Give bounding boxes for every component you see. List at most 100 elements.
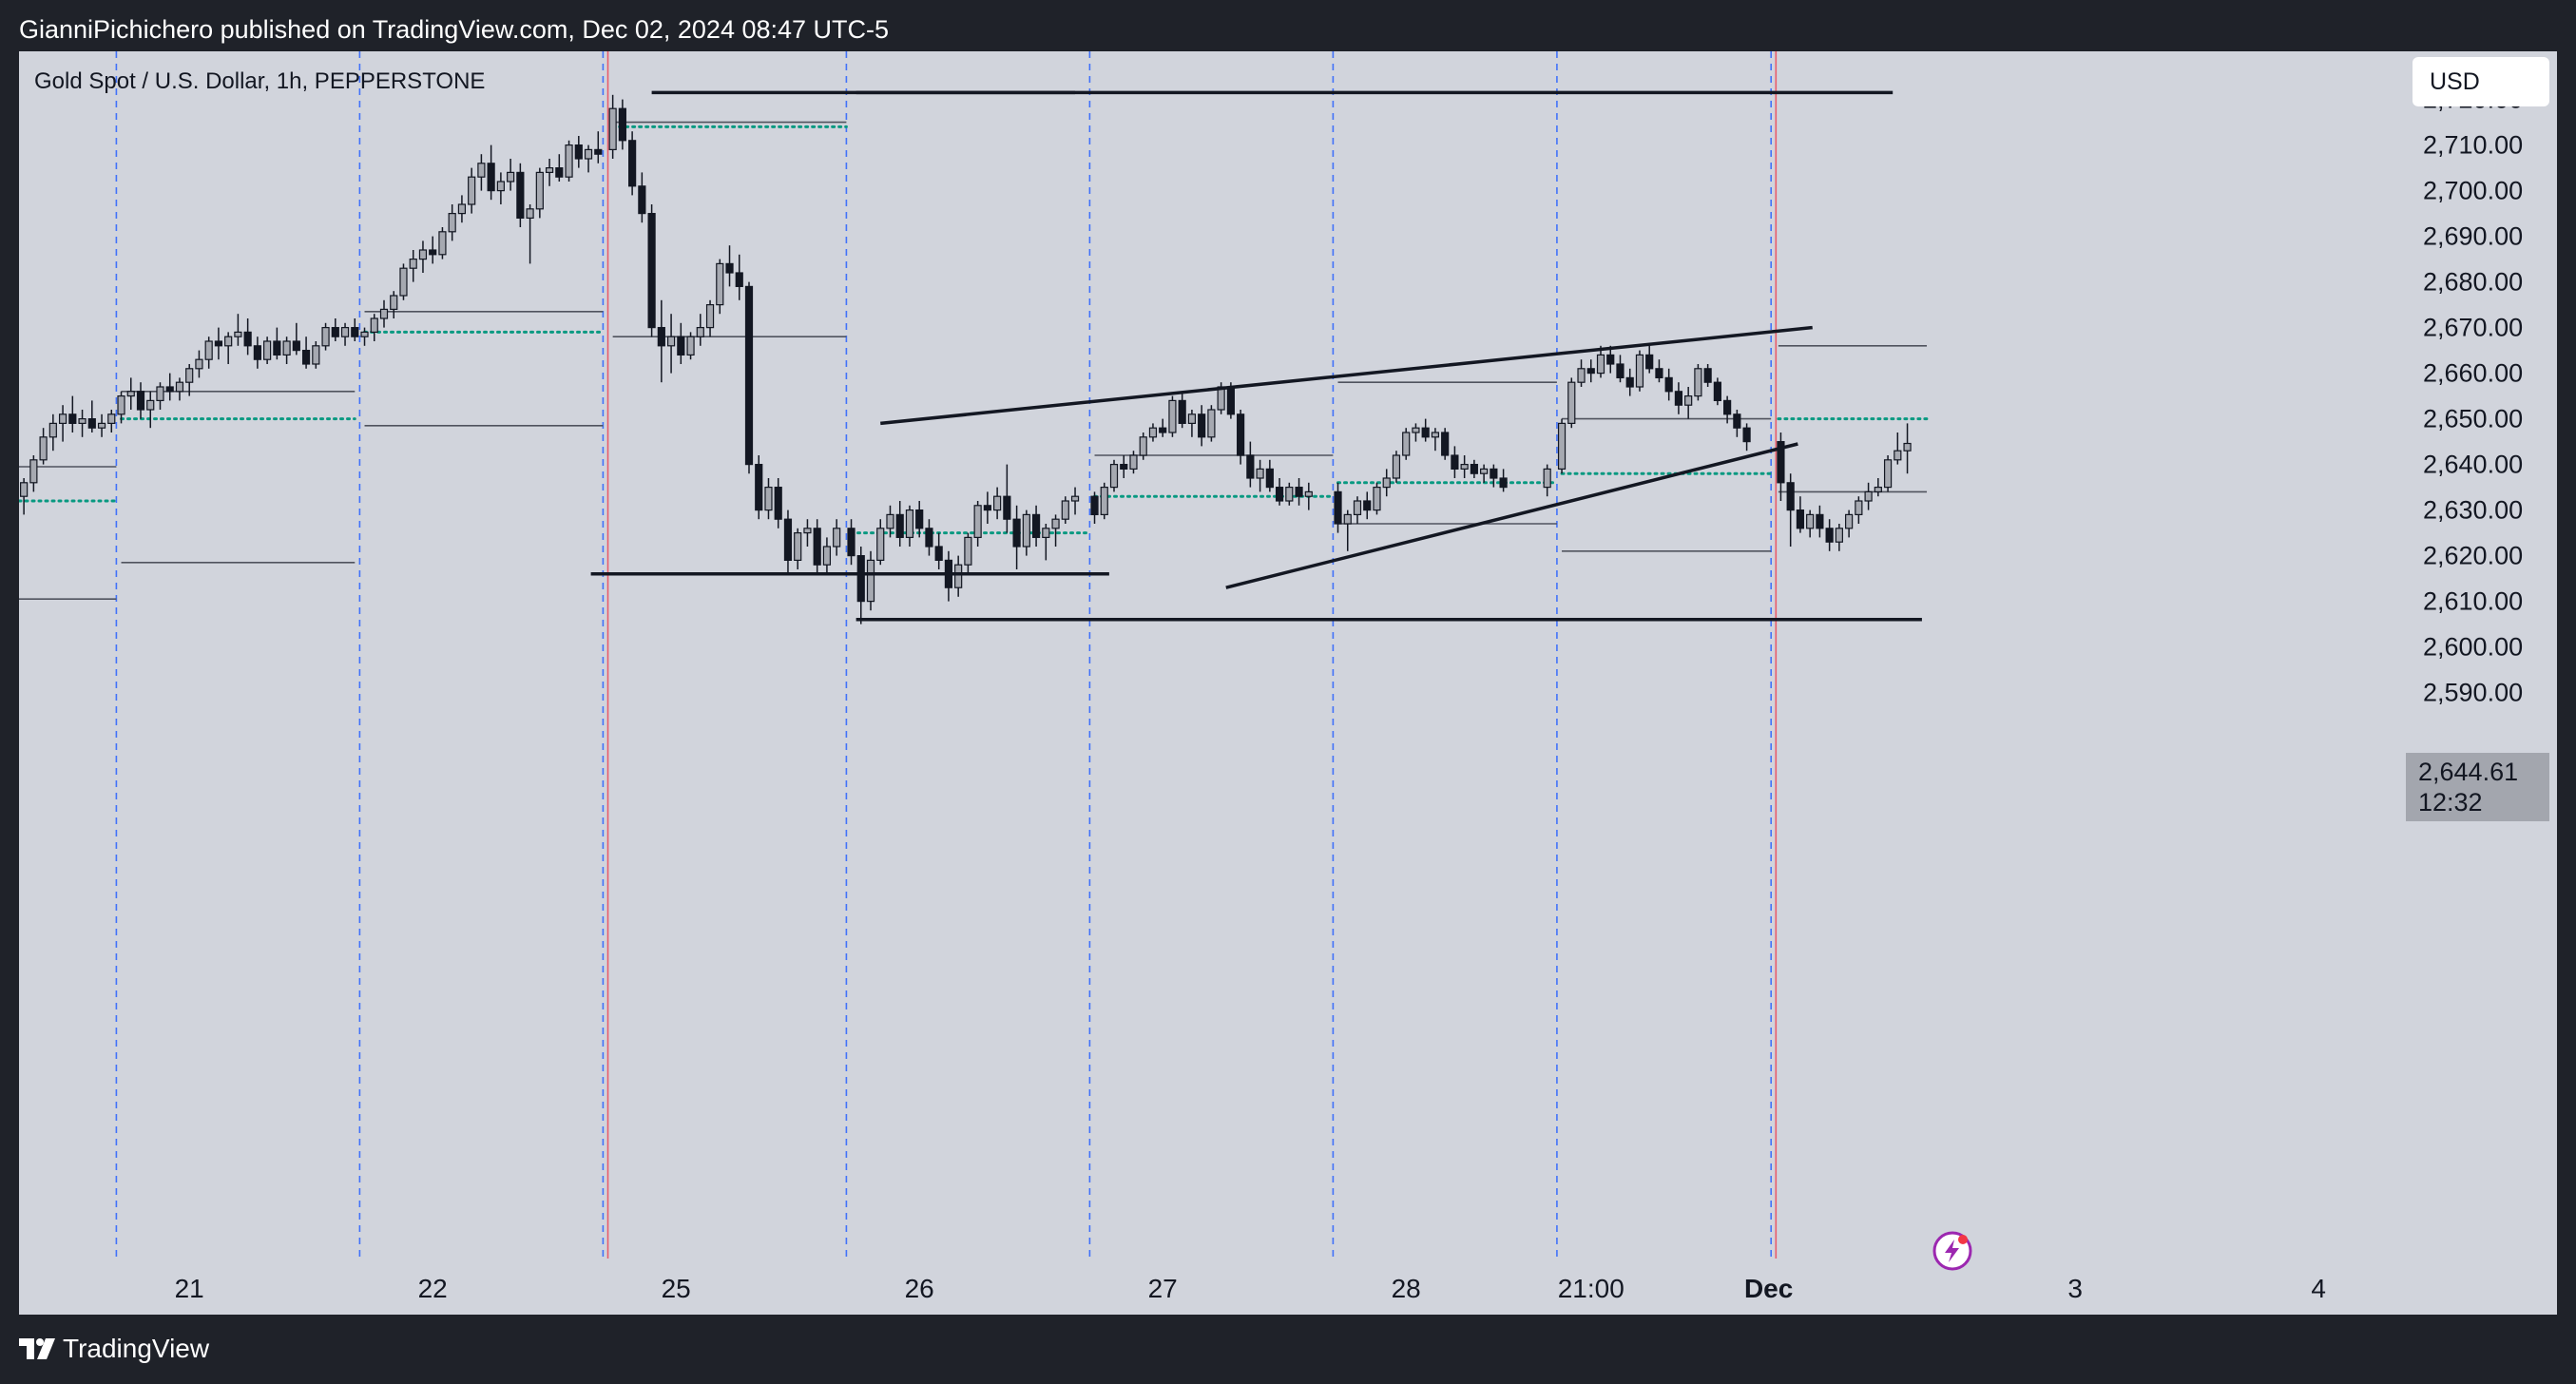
candle-body bbox=[1120, 464, 1128, 471]
candle bbox=[1806, 509, 1815, 538]
current-price-value: 2,644.61 bbox=[2418, 758, 2518, 786]
candle bbox=[1684, 387, 1693, 419]
candle-body bbox=[1742, 427, 1751, 443]
candle-body bbox=[321, 327, 330, 347]
chart-canvas[interactable]: 2,720.002,710.002,700.002,690.002,680.00… bbox=[19, 51, 2557, 1315]
current-price-label: 2,644.61 12:32 bbox=[2406, 753, 2549, 821]
candle bbox=[1596, 345, 1605, 378]
replay-bolt-icon[interactable] bbox=[1932, 1231, 1972, 1271]
candle bbox=[29, 455, 38, 492]
candle bbox=[813, 519, 821, 574]
candle-body bbox=[243, 331, 252, 347]
candle-body bbox=[29, 459, 38, 484]
candle bbox=[1616, 355, 1624, 383]
pivot-levels bbox=[19, 125, 1929, 535]
candle bbox=[1187, 410, 1197, 437]
time-tick-label: 27 bbox=[1148, 1274, 1178, 1303]
bar-countdown: 12:32 bbox=[2418, 788, 2483, 817]
candle-body bbox=[983, 505, 991, 511]
candle bbox=[905, 505, 914, 547]
candle-body bbox=[1256, 468, 1264, 479]
candle bbox=[1835, 524, 1843, 551]
candle bbox=[1402, 428, 1411, 460]
candle-body bbox=[146, 399, 155, 411]
candle-body bbox=[1806, 513, 1815, 529]
candle bbox=[973, 501, 982, 547]
candle bbox=[876, 519, 885, 566]
candles bbox=[20, 94, 1912, 625]
candle-body bbox=[545, 166, 554, 173]
candle bbox=[716, 259, 724, 315]
candle bbox=[1777, 432, 1785, 501]
candle-body bbox=[487, 163, 495, 192]
candle bbox=[993, 487, 1002, 520]
candle-body bbox=[136, 391, 145, 411]
candle bbox=[1090, 491, 1099, 524]
candle-body bbox=[58, 413, 67, 424]
candle bbox=[1786, 473, 1795, 547]
candle bbox=[666, 314, 676, 374]
candle bbox=[1285, 482, 1294, 506]
candle bbox=[1168, 395, 1177, 437]
candle-body bbox=[1139, 436, 1147, 456]
candle-body bbox=[555, 166, 564, 178]
candle-body bbox=[234, 331, 242, 337]
candle bbox=[1499, 469, 1508, 492]
candle bbox=[185, 364, 194, 396]
candle bbox=[360, 327, 369, 346]
candle-body bbox=[301, 350, 311, 365]
candle-body bbox=[68, 413, 77, 424]
candle bbox=[847, 519, 855, 566]
candle bbox=[312, 341, 320, 369]
candle bbox=[214, 327, 223, 360]
candle bbox=[618, 99, 626, 150]
price-axis[interactable]: 2,720.002,710.002,700.002,690.002,680.00… bbox=[2423, 86, 2523, 707]
candle-body bbox=[1070, 495, 1080, 502]
candle bbox=[535, 167, 544, 219]
candle bbox=[934, 532, 943, 569]
candle bbox=[1246, 441, 1255, 488]
candle bbox=[735, 254, 743, 300]
candle bbox=[292, 322, 300, 356]
candle bbox=[584, 144, 593, 173]
time-axis[interactable]: 21 22 25 26 27 28 21:00 Dec 3 4 bbox=[175, 1274, 2326, 1303]
candle bbox=[418, 240, 428, 273]
candle bbox=[507, 159, 515, 191]
brand-name: TradingView bbox=[63, 1334, 210, 1363]
candle-body bbox=[214, 340, 223, 347]
candle bbox=[1874, 478, 1882, 497]
price-tick-label: 2,640.00 bbox=[2423, 451, 2523, 479]
candle bbox=[409, 250, 417, 282]
candle-body bbox=[1713, 381, 1721, 402]
candle-body bbox=[686, 336, 695, 356]
candle bbox=[1178, 391, 1186, 429]
candle-body bbox=[866, 559, 875, 603]
chart-pane[interactable]: 2,720.002,710.002,700.002,690.002,680.00… bbox=[19, 51, 2557, 1315]
candle bbox=[340, 322, 350, 346]
currency-button[interactable]: USD bbox=[2413, 57, 2549, 106]
drawings[interactable] bbox=[590, 90, 1922, 622]
candle bbox=[686, 332, 695, 360]
candle bbox=[1109, 459, 1119, 492]
candle bbox=[725, 245, 734, 287]
candle bbox=[1723, 395, 1732, 424]
candle-body bbox=[755, 464, 763, 511]
candle-body bbox=[744, 285, 754, 466]
candle bbox=[1363, 491, 1372, 520]
trendline bbox=[1225, 442, 1798, 589]
candle bbox=[1275, 478, 1284, 506]
candle-body bbox=[1855, 500, 1863, 515]
candle bbox=[457, 195, 467, 223]
time-tick-label: 21 bbox=[175, 1274, 204, 1303]
candle-body bbox=[1402, 432, 1411, 456]
candle bbox=[886, 505, 894, 538]
candle-body bbox=[1460, 464, 1469, 471]
time-tick-label: 28 bbox=[1392, 1274, 1421, 1303]
candle bbox=[1120, 455, 1128, 478]
candle bbox=[351, 318, 359, 341]
candle bbox=[783, 509, 793, 574]
candle-body bbox=[1635, 354, 1644, 388]
candle-body bbox=[647, 213, 656, 329]
candle-body bbox=[507, 171, 515, 183]
candle bbox=[647, 204, 656, 337]
